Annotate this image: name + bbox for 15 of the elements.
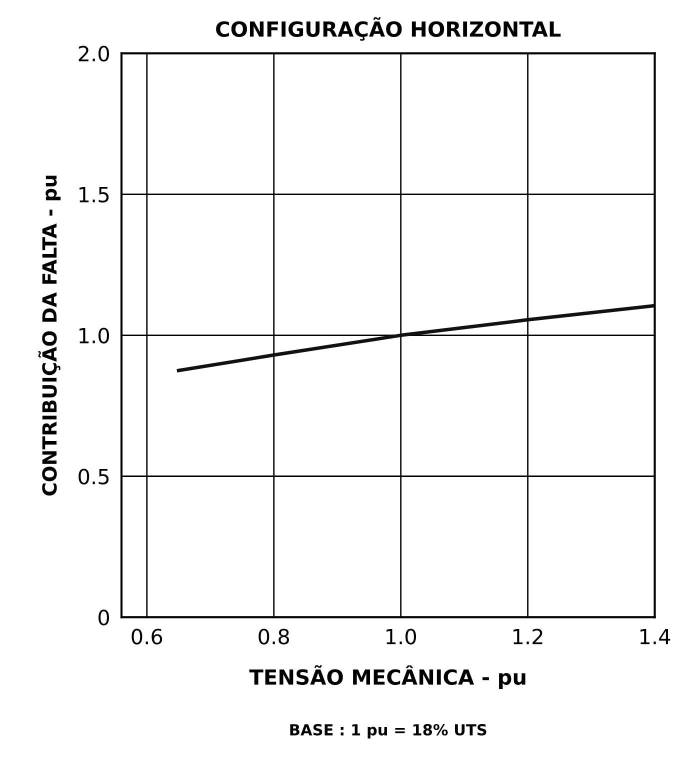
x-axis-title: TENSÃO MECÂNICA - pu bbox=[249, 665, 526, 689]
y-tick-label: 0 bbox=[98, 610, 110, 626]
x-tick-label: 0.6 bbox=[132, 628, 162, 644]
y-tick-label: 0.5 bbox=[78, 468, 109, 484]
x-tick-label: 0.8 bbox=[258, 628, 289, 644]
y-tick-label: 1.0 bbox=[80, 328, 110, 344]
text: BASE : 1 pu = 18% UTS bbox=[290, 724, 486, 739]
line-series bbox=[176, 304, 655, 372]
chart-title: CONFIGURAÇÃO HORIZONTAL bbox=[216, 17, 561, 41]
x-tick-label: 1.2 bbox=[514, 628, 542, 644]
y-tick-label: 2.0 bbox=[78, 46, 110, 62]
y-tick-label: 1.5 bbox=[80, 187, 109, 203]
y-axis-title: CONTRIBUIÇÃO DA FALTA - pu bbox=[38, 176, 61, 496]
x-tick-label: 1.4 bbox=[640, 628, 670, 644]
x-tick-label: 1.0 bbox=[386, 628, 416, 644]
